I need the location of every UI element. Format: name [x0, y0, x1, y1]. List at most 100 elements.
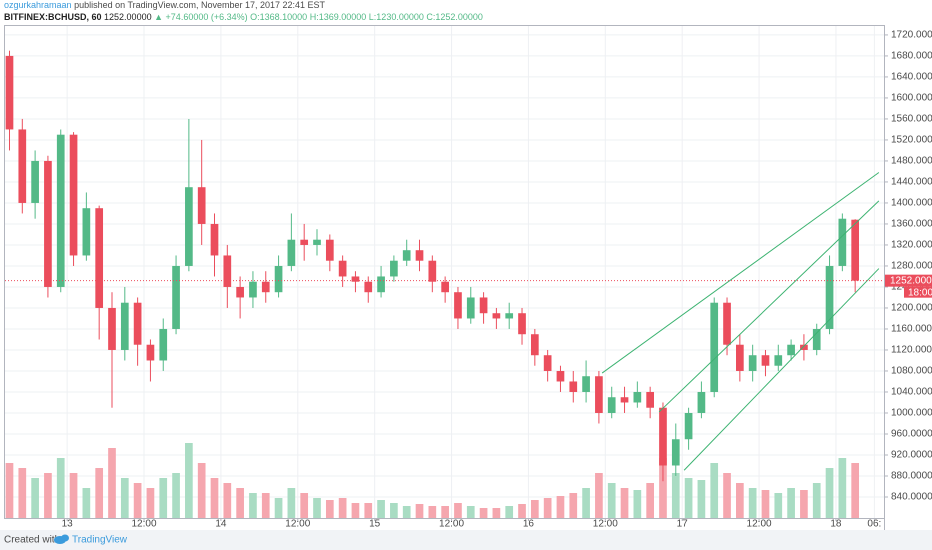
volume-bar [620, 488, 629, 518]
candle-body [684, 412, 693, 440]
footer-brand[interactable]: TradingView [72, 535, 128, 546]
candle-body [185, 187, 193, 266]
y-tick-label: 1520.00000 [891, 135, 932, 146]
volume-bar [338, 498, 347, 518]
footer-created: Created with [4, 535, 60, 546]
candle-body [466, 297, 475, 319]
last-price-label: 1252.00000 [890, 275, 932, 286]
volume-bar [646, 483, 654, 518]
volume-bar [838, 458, 847, 518]
candle-body [351, 276, 360, 282]
volume-bar [56, 458, 65, 518]
volume-bar [390, 503, 398, 518]
candle-body [377, 276, 385, 293]
candle-body [274, 265, 283, 293]
x-tick-label: 12:00 [439, 519, 464, 530]
candle-body [479, 297, 488, 314]
candle-body [287, 239, 296, 266]
volume-bar [108, 448, 116, 518]
candle-body [95, 208, 104, 308]
volume-bar [236, 488, 244, 518]
y-tick-label: 920.00000 [891, 450, 932, 461]
candle-body [18, 129, 27, 203]
candle-body [159, 328, 168, 361]
volume-bar [223, 483, 232, 518]
volume-bar [402, 506, 411, 518]
volume-bar [723, 473, 731, 518]
y-tick-label: 1400.00000 [891, 198, 932, 209]
candle-body [671, 439, 680, 466]
volume-bar [274, 498, 283, 518]
published: published on TradingView.com, November 1… [74, 0, 325, 10]
candle-body [402, 250, 411, 261]
candle-body [736, 344, 744, 371]
volume-bar [736, 483, 744, 518]
volume-bar [518, 504, 526, 518]
volume-bar [812, 483, 821, 518]
volume-bar [505, 506, 514, 518]
volume-bar [530, 500, 539, 518]
candle-body [582, 376, 590, 392]
volume-bar [82, 488, 91, 518]
candle-body [120, 302, 129, 350]
candle-body [787, 344, 795, 356]
candle-body [569, 381, 578, 392]
y-tick-label: 1560.00000 [891, 114, 932, 125]
x-tick-label: 13 [62, 519, 74, 530]
candle-body [223, 255, 232, 287]
last-price-badge [885, 274, 932, 287]
candle-body [505, 313, 514, 319]
candle-body [133, 302, 142, 345]
y-tick-label: 1280.00000 [891, 261, 932, 272]
y-tick-label: 840.00000 [891, 492, 932, 503]
x-tick-label: 14 [215, 519, 227, 530]
candle-body [44, 160, 52, 287]
volume-bar [415, 504, 424, 518]
candle-body [441, 281, 449, 293]
y-tick-label: 1680.00000 [891, 51, 932, 62]
volume-bar [569, 493, 578, 518]
volume-bar [210, 478, 219, 518]
candle-body [172, 265, 180, 329]
candle-body [838, 218, 847, 266]
y-tick-label: 1640.00000 [891, 72, 932, 83]
y-tick-label: 1360.00000 [891, 219, 932, 230]
volume-bar [825, 468, 834, 518]
y-tick-label: 1080.00000 [891, 366, 932, 377]
candle-body [364, 281, 373, 293]
candle-body [800, 344, 808, 350]
candle-body [748, 355, 757, 371]
volume-bar [300, 493, 309, 518]
y-tick-label: 1720.00000 [891, 30, 932, 41]
countdown-badge [904, 286, 932, 298]
volume-bar [607, 483, 616, 518]
trend-line [683, 268, 880, 471]
candle-body [774, 355, 783, 366]
candle-body [197, 187, 206, 224]
volume-bar [441, 506, 449, 518]
candle-body [56, 134, 65, 287]
candle-body [633, 391, 642, 403]
plot-area [5, 26, 884, 518]
volume-bar [582, 488, 590, 518]
volume-bar [543, 498, 552, 518]
candle-body [210, 223, 219, 256]
x-tick-label: 18 [830, 519, 842, 530]
volume-bar [466, 506, 475, 518]
y-tick-label: 1480.00000 [891, 156, 932, 167]
y-tick-label: 960.00000 [891, 429, 932, 440]
volume-bar [18, 468, 27, 518]
volume-bar [185, 443, 193, 518]
volume-bar [249, 493, 257, 518]
volume-bar [146, 488, 155, 518]
candle-body [812, 328, 821, 350]
x-tick-label: 12:00 [747, 519, 772, 530]
x-tick-label: 15 [369, 519, 381, 530]
author: ozgurkahramaan [4, 0, 72, 10]
candle-body [620, 397, 629, 403]
last: 1252.00000 [104, 12, 152, 22]
volume-bar [325, 500, 334, 518]
candle-body [428, 260, 437, 282]
close: C:1252.00000 [426, 12, 483, 22]
